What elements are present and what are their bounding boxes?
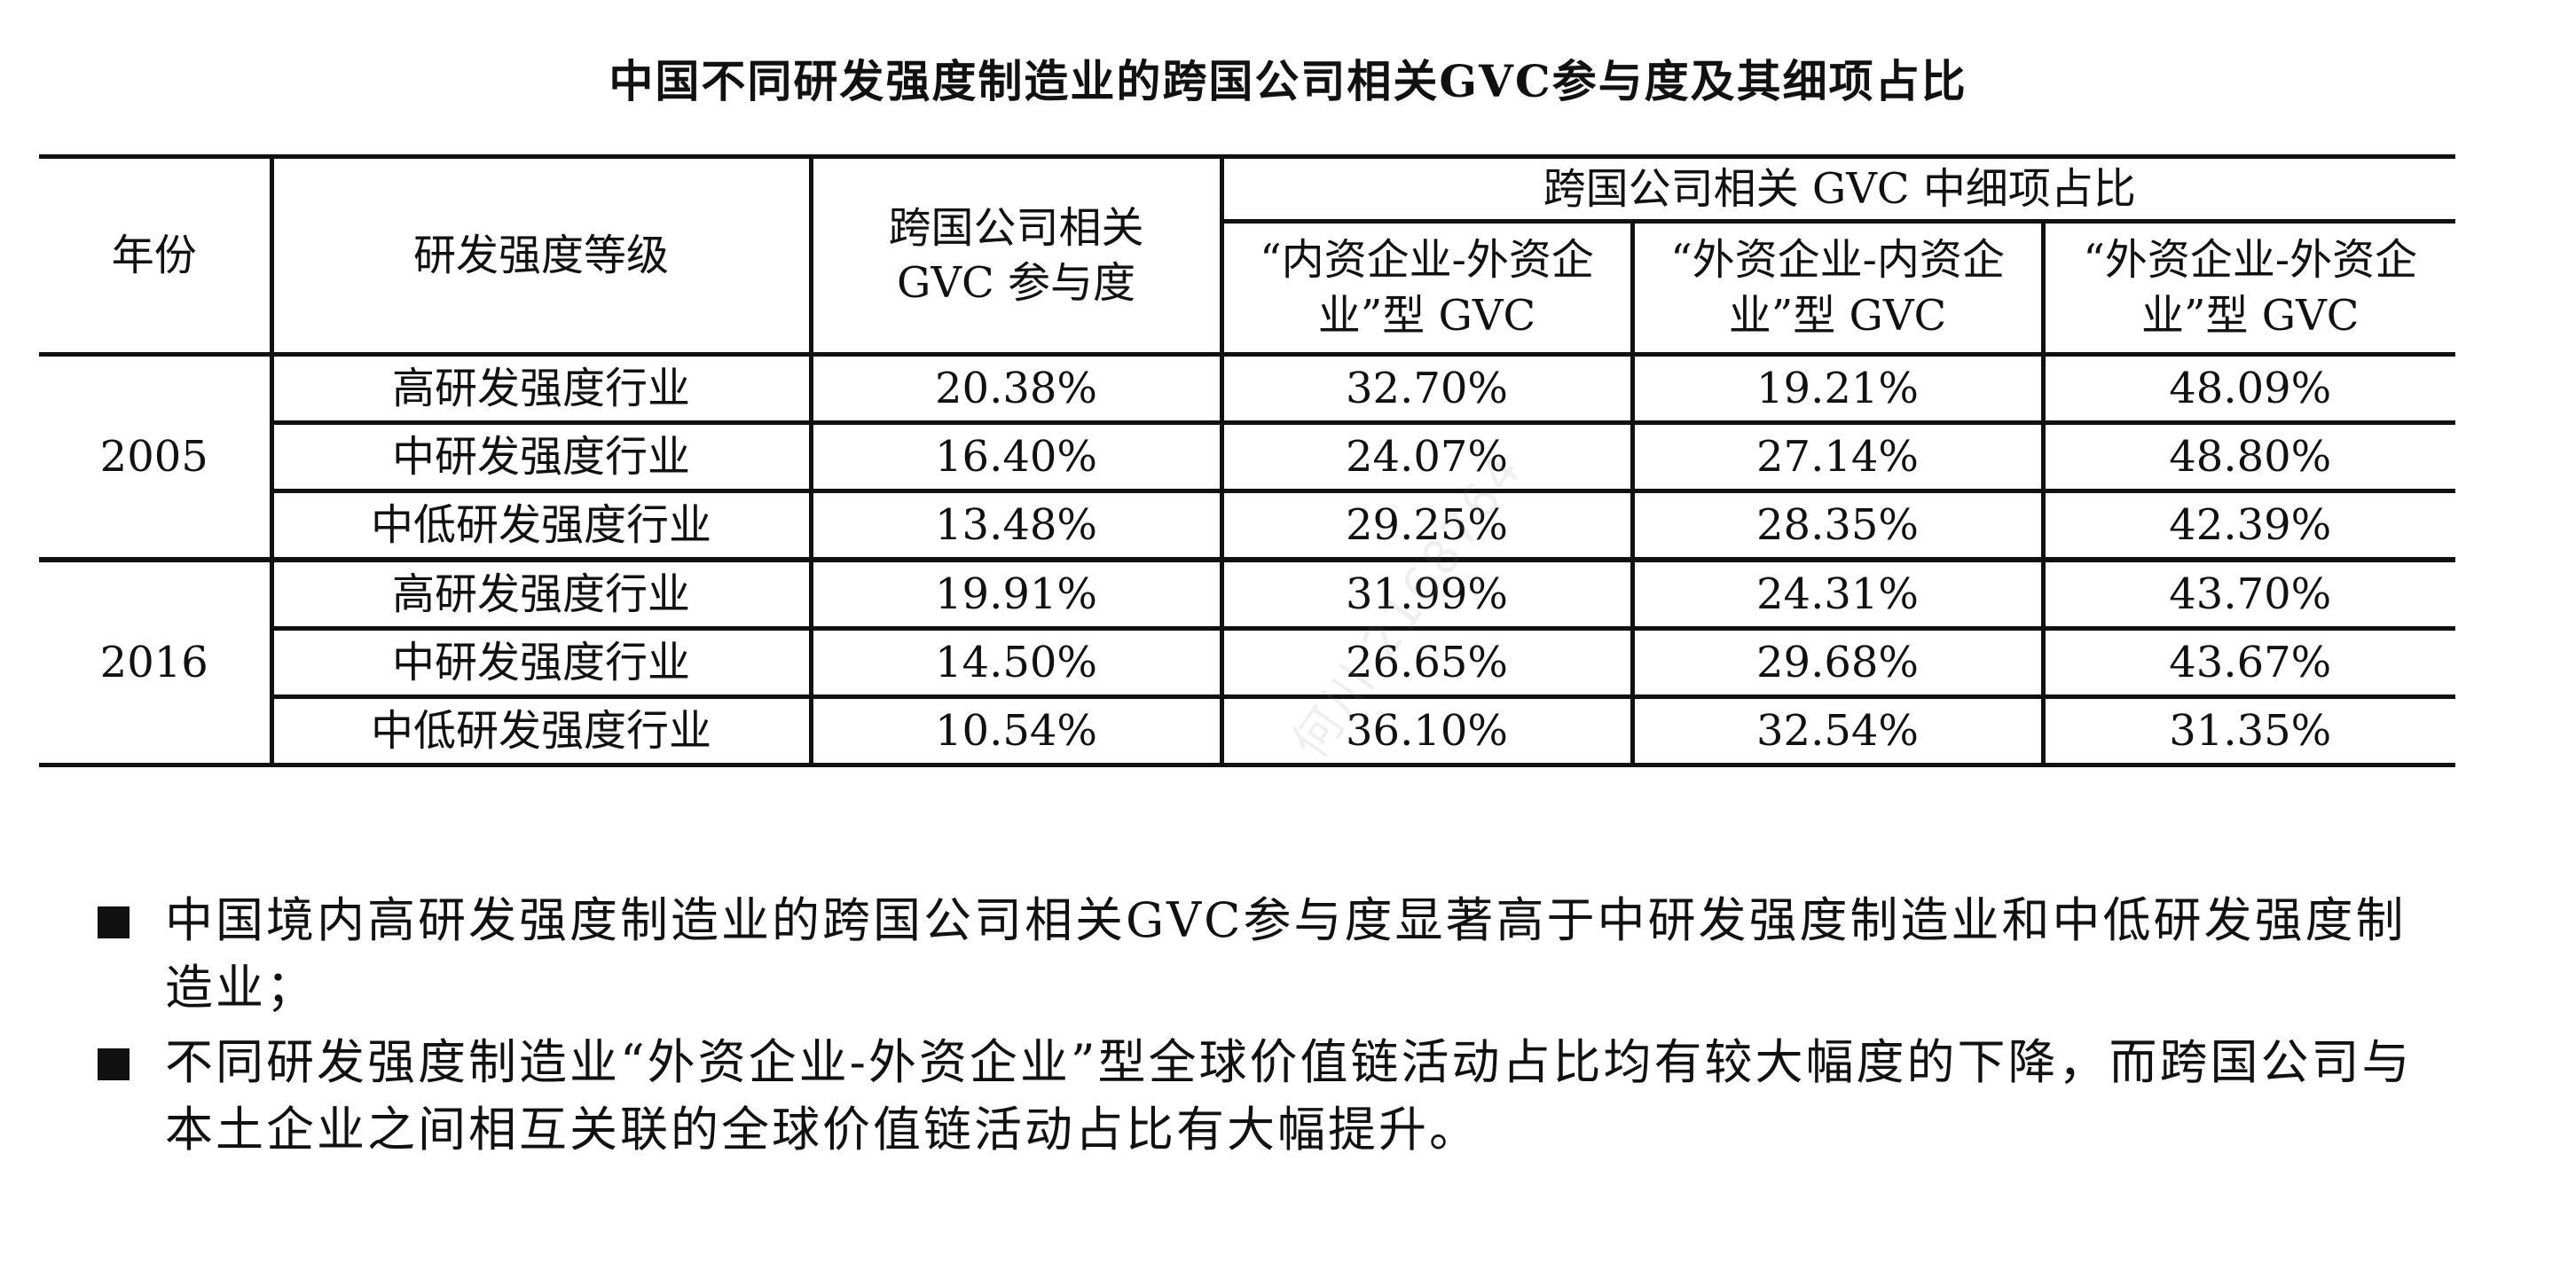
- bullet-text: 中国境内高研发强度制造业的跨国公司相关GVC参与度显著高于中研发强度制造业和中低…: [165, 892, 2407, 1016]
- share-b-cell: 19.21%: [1630, 352, 2046, 425]
- header-group: 跨国公司相关 GVC 中细项占比: [1219, 154, 2455, 224]
- header-year: 年份: [39, 154, 274, 357]
- share-b-cell: 27.14%: [1630, 420, 2046, 493]
- level-cell: 中低研发强度行业: [269, 694, 813, 767]
- participation-cell: 16.40%: [808, 420, 1224, 493]
- share-a-cell: 36.10%: [1219, 694, 1635, 767]
- share-c-cell: 48.80%: [2040, 420, 2455, 493]
- header-sub-a: “内资企业-外资企业”型 GVC: [1219, 219, 1635, 357]
- level-cell: 中研发强度行业: [269, 626, 813, 699]
- level-cell: 中低研发强度行业: [269, 489, 813, 562]
- share-c-cell: 48.09%: [2040, 352, 2455, 425]
- participation-cell: 20.38%: [808, 352, 1224, 425]
- bullet-item: 不同研发强度制造业“外资企业-外资企业”型全球价值链活动占比均有较大幅度的下降，…: [98, 1029, 2439, 1164]
- bullet-list: 中国境内高研发强度制造业的跨国公司相关GVC参与度显著高于中研发强度制造业和中低…: [98, 887, 2439, 1171]
- share-b-cell: 32.54%: [1630, 694, 2046, 767]
- share-b-cell: 24.31%: [1630, 557, 2046, 631]
- page-title: 中国不同研发强度制造业的跨国公司相关GVC参与度及其细项占比: [609, 55, 1967, 107]
- participation-cell: 14.50%: [808, 626, 1224, 699]
- participation-cell: 13.48%: [808, 489, 1224, 562]
- share-a-cell: 24.07%: [1219, 420, 1635, 493]
- share-c-cell: 43.67%: [2040, 626, 2455, 699]
- bullet-item: 中国境内高研发强度制造业的跨国公司相关GVC参与度显著高于中研发强度制造业和中低…: [98, 887, 2439, 1022]
- participation-cell: 19.91%: [808, 557, 1224, 631]
- year-cell: 2016: [39, 557, 274, 767]
- header-participation: 跨国公司相关GVC 参与度: [808, 154, 1224, 357]
- share-c-cell: 31.35%: [2040, 694, 2455, 767]
- bullet-text: 不同研发强度制造业“外资企业-外资企业”型全球价值链活动占比均有较大幅度的下降，…: [165, 1034, 2413, 1157]
- share-a-cell: 26.65%: [1219, 626, 1635, 699]
- share-a-cell: 32.70%: [1219, 352, 1635, 425]
- level-cell: 高研发强度行业: [269, 352, 813, 425]
- share-c-cell: 42.39%: [2040, 489, 2455, 562]
- level-cell: 高研发强度行业: [269, 557, 813, 631]
- header-sub-c: “外资企业-外资企业”型 GVC: [2040, 219, 2455, 357]
- level-cell: 中研发强度行业: [269, 420, 813, 493]
- header-level: 研发强度等级: [269, 154, 813, 357]
- data-table: 年份 研发强度等级 跨国公司相关GVC 参与度 跨国公司相关 GVC 中细项占比…: [39, 154, 2455, 767]
- share-b-cell: 28.35%: [1630, 489, 2046, 562]
- square-bullet-icon: [98, 1048, 130, 1080]
- share-a-cell: 29.25%: [1219, 489, 1635, 562]
- share-a-cell: 31.99%: [1219, 557, 1635, 631]
- header-sub-b: “外资企业-内资企业”型 GVC: [1630, 219, 2046, 357]
- square-bullet-icon: [98, 906, 130, 938]
- participation-cell: 10.54%: [808, 694, 1224, 767]
- year-cell: 2005: [39, 352, 274, 562]
- share-c-cell: 43.70%: [2040, 557, 2455, 631]
- share-b-cell: 29.68%: [1630, 626, 2046, 699]
